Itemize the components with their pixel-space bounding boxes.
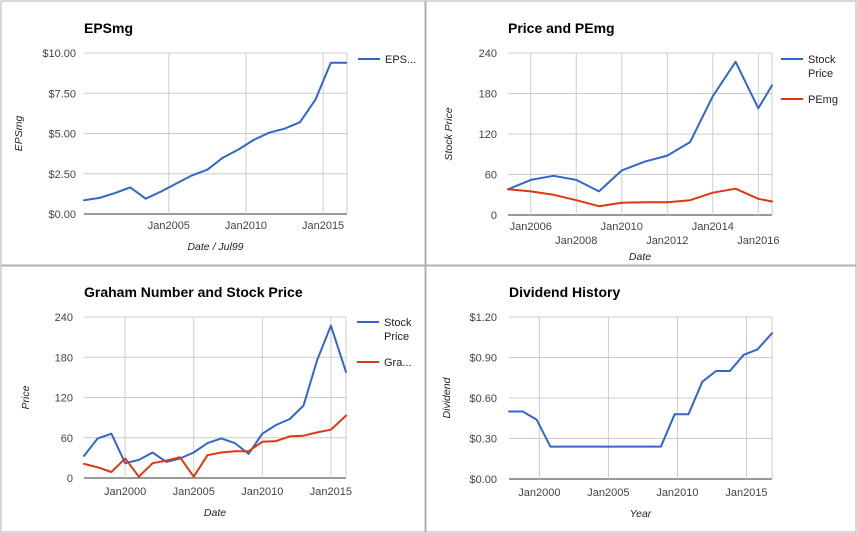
x-tick-label: Jan2006 [510,221,552,233]
y-tick-label: 240 [479,48,497,60]
x-axis-title: Date / Jul99 [187,241,243,253]
x-axis-title: Date [204,507,226,519]
y-tick-label: $0.00 [48,209,76,221]
y-tick-label: 120 [55,393,73,405]
panel-frame [0,0,426,266]
x-tick-label: Jan2015 [302,220,344,232]
chart-title: EPSmg [84,20,133,36]
x-axis-title: Date [629,251,651,263]
x-axis-title: Year [630,508,652,520]
y-axis-title: Stock Price [443,107,455,160]
x-tick-label: Jan2005 [587,487,629,499]
panel-frame [0,265,426,533]
x-tick-label: Jan2000 [518,487,560,499]
panel-frame [425,265,857,533]
x-tick-label: Jan2005 [148,220,190,232]
y-tick-label: $0.00 [469,474,497,486]
legend-label: Stock Price [384,317,412,343]
y-axis-title: Dividend [441,376,453,418]
y-tick-label: 180 [479,89,497,101]
y-tick-label: 0 [491,210,497,222]
x-tick-label: Jan2014 [692,221,734,233]
x-tick-label: Jan2012 [646,235,688,247]
y-axis-title: Price [20,385,32,409]
y-tick-label: $0.30 [469,434,497,446]
y-tick-label: $10.00 [42,48,76,60]
chart-panel-3: Graham Number and Stock Price 0 60 120 180 24… [0,265,426,533]
series-line-2 [507,187,773,208]
x-tick-label: Jan2010 [601,221,643,233]
chart-panel-1: EPSmg $0.00 $2.50 $5.00 $7.50 $10.00 Jan2005 Ja… [0,0,426,266]
series-line-2 [83,414,347,478]
x-tick-label: Jan2010 [656,487,698,499]
x-tick-label: Jan2016 [737,235,779,247]
chart-title: Dividend History [509,284,620,300]
legend-label: Gra... [384,357,412,369]
x-tick-label: Jan2015 [310,486,352,498]
y-tick-label: $5.00 [48,129,76,141]
y-tick-label: $2.50 [48,169,76,181]
x-tick-label: Jan2000 [104,486,146,498]
x-tick-label: Jan2015 [725,487,767,499]
y-tick-label: $0.90 [469,353,497,365]
x-tick-label: Jan2010 [225,220,267,232]
series-line-1 [507,60,773,193]
x-tick-label: Jan2010 [241,486,283,498]
y-axis-title: EPSmg [13,116,25,152]
series-line-1 [83,61,348,202]
legend-label: PEmg [808,94,838,106]
y-tick-label: 0 [67,473,73,485]
x-tick-label: Jan2008 [555,235,597,247]
y-tick-label: 60 [61,433,73,445]
chart-title: Price and PEmg [508,20,615,36]
y-tick-label: 240 [55,312,73,324]
y-tick-label: 120 [479,129,497,141]
y-tick-label: 60 [485,170,497,182]
chart-panel-2: Price and PEmg 0 60 120 180 240 Jan2006Jan2008… [425,0,857,266]
chart-panel-4: Dividend History $0.00 $0.30 $0.60 $0.90 $1.2… [425,265,857,533]
chart-title: Graham Number and Stock Price [84,284,303,300]
legend-label: EPS... [385,54,416,66]
series-line-1 [508,332,773,448]
y-tick-label: $1.20 [469,312,497,324]
x-tick-label: Jan2005 [173,486,215,498]
y-tick-label: $7.50 [48,88,76,100]
y-tick-label: $0.60 [469,393,497,405]
panel-frame [425,0,857,266]
legend-label: Stock Price [808,54,836,80]
y-tick-label: 180 [55,352,73,364]
